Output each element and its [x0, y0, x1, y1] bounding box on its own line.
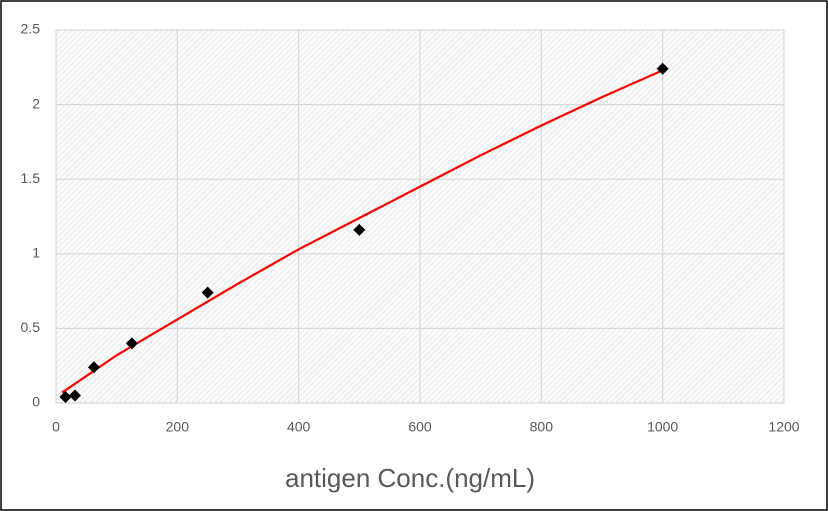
y-tick-label: 0.5: [21, 319, 41, 335]
data-point: [125, 337, 138, 350]
x-tick-label: 1000: [647, 419, 678, 435]
data-point: [68, 389, 81, 402]
y-tick-label: 0: [32, 394, 40, 410]
data-point: [87, 361, 100, 374]
data-point: [201, 286, 214, 299]
data-point: [353, 223, 366, 236]
y-tick-label: 1: [32, 245, 40, 261]
trendline: [61, 69, 664, 394]
data-point: [59, 391, 72, 404]
x-tick-label: 400: [287, 419, 311, 435]
y-tick-label: 2.5: [21, 21, 41, 37]
x-tick-label: 600: [408, 419, 432, 435]
y-tick-label: 2: [32, 95, 40, 111]
x-tick-label: 1200: [768, 419, 799, 435]
y-tick-label: 1.5: [21, 170, 41, 186]
x-tick-label: 0: [52, 419, 60, 435]
x-axis-label: antigen Conc.(ng/mL): [285, 463, 535, 493]
data-point: [656, 62, 669, 75]
x-tick-label: 200: [166, 419, 190, 435]
x-tick-label: 800: [530, 419, 554, 435]
